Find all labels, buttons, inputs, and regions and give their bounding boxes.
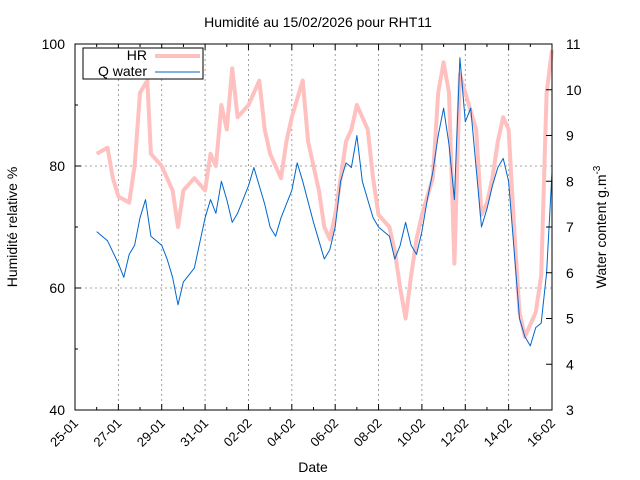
y-right-tick-label: 3 xyxy=(566,402,574,418)
y-right-tick-label: 10 xyxy=(566,82,582,98)
y-axis-right-label-base: Water content g.m xyxy=(593,175,609,289)
y-right-tick-label: 4 xyxy=(566,356,574,372)
y-right-tick-label: 9 xyxy=(566,128,574,144)
y-axis-left-label: Humidité relative % xyxy=(4,167,20,288)
y-left-tick-label: 60 xyxy=(49,280,65,296)
x-tick-label: 31-01 xyxy=(177,416,211,450)
y-right-tick-label: 8 xyxy=(566,173,574,189)
y-left-tick-label: 80 xyxy=(49,158,65,174)
x-tick-label: 02-02 xyxy=(220,416,254,450)
x-tick-label: 10-02 xyxy=(394,416,428,450)
legend-label-q-water: Q water xyxy=(98,63,147,79)
x-tick-label: 27-01 xyxy=(90,416,124,450)
x-tick-label: 29-01 xyxy=(134,416,168,450)
x-tick-label: 08-02 xyxy=(351,416,385,450)
x-tick-label: 04-02 xyxy=(264,416,298,450)
y-axis-right-label-sup: -3 xyxy=(592,165,603,174)
y-axis-right-label: Water content g.m-3 xyxy=(592,165,609,288)
y-right-tick-label: 7 xyxy=(566,219,574,235)
series-layer xyxy=(95,49,554,347)
legend-label-hr: HR xyxy=(127,47,147,63)
chart-title: Humidité au 15/02/2026 pour RHT11 xyxy=(204,14,432,30)
x-tick-label: 16-02 xyxy=(524,416,558,450)
legend-box xyxy=(82,47,204,80)
y-left-tick-label: 100 xyxy=(42,36,66,52)
y-right-tick-label: 5 xyxy=(566,311,574,327)
x-axis-label: Date xyxy=(298,459,328,475)
series-line-q-water xyxy=(96,57,553,347)
axis-ticks: 25-01 27-01 29-01 31-01 02-02 04-02 06-02 08-02… xyxy=(42,36,582,450)
y-right-tick-label: 11 xyxy=(566,36,581,52)
x-tick-label: 06-02 xyxy=(307,416,341,450)
x-tick-label: 25-01 xyxy=(47,416,81,450)
x-tick-label: 12-02 xyxy=(437,416,471,450)
series-line-hr xyxy=(95,49,554,339)
x-tick-label: 14-02 xyxy=(481,416,515,450)
y-left-tick-label: 40 xyxy=(49,402,65,418)
y-right-tick-label: 6 xyxy=(566,265,574,281)
legend: HR Q water xyxy=(82,47,204,80)
